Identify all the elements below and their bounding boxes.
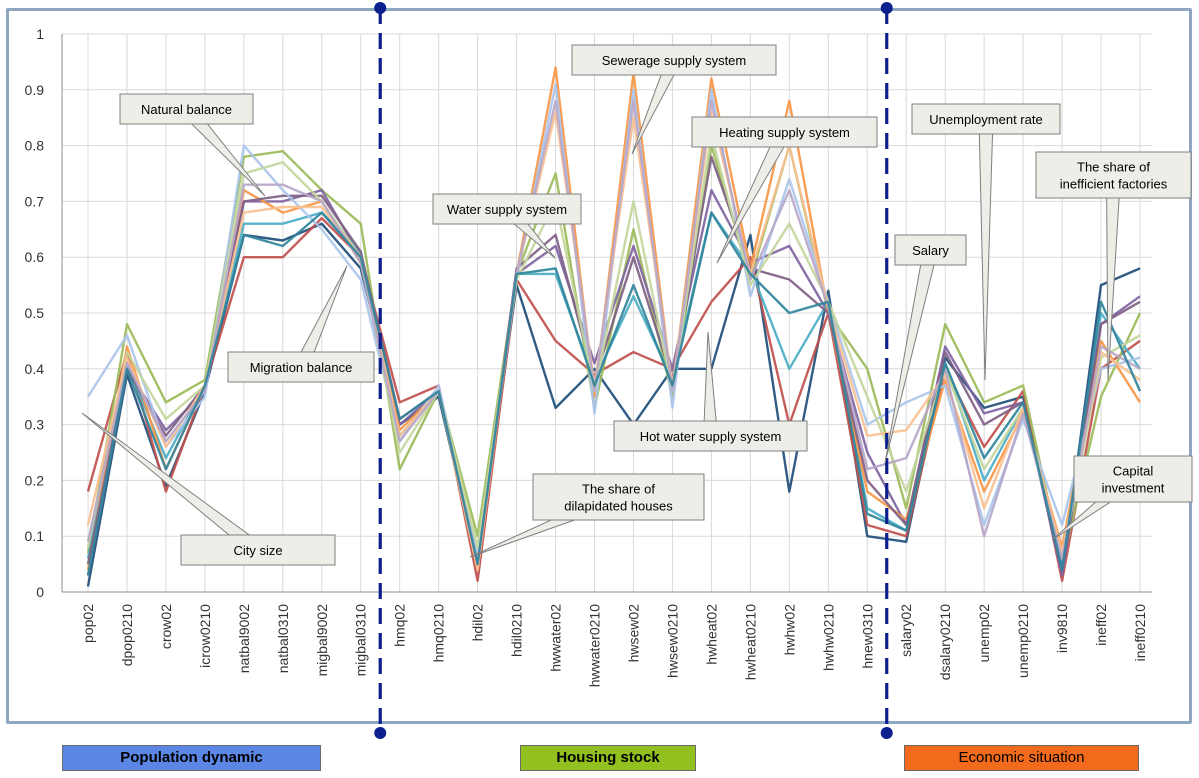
x-tick-label: ineff0210 <box>1132 604 1148 662</box>
tick-layer: 0 0.1 0.2 0.3 0.4 0.5 0.6 0.7 0.8 0.9 1 pop02 dpop02… <box>25 26 1148 687</box>
x-tick-label: pop02 <box>80 604 96 643</box>
callout-box <box>1035 151 1192 199</box>
series-line <box>86 155 1141 571</box>
callout-text: Capital investment <box>1102 464 1165 496</box>
y-tick-label: 0.1 <box>25 528 45 544</box>
x-tick-label: hdil0210 <box>509 604 525 657</box>
callout-box <box>613 420 808 452</box>
callout-box <box>432 193 582 225</box>
callout-text: Hot water supply system <box>640 429 782 444</box>
callout-text: Sewerage supply system <box>602 53 747 68</box>
callout-text: Migration balance <box>250 360 353 375</box>
x-tick-label: hmq0210 <box>431 604 447 663</box>
y-tick-label: 0.5 <box>25 305 45 321</box>
callout-text: Natural balance <box>141 102 232 117</box>
callout-text: The share of inefficient factories <box>1060 160 1168 192</box>
callout-box <box>894 234 967 266</box>
x-tick-label: unemp0210 <box>1015 604 1031 678</box>
callout: Water supply system <box>432 193 582 259</box>
x-tick-label: hwwater0210 <box>587 604 603 687</box>
callout-box <box>180 534 336 566</box>
x-tick-label: icrow0210 <box>197 604 213 668</box>
callout-box <box>532 473 705 521</box>
group-label: Population dynamic <box>62 745 321 771</box>
callout: Unemployment rate <box>911 103 1061 381</box>
callout-text: Unemployment rate <box>929 112 1042 127</box>
y-tick-label: 1 <box>36 26 44 42</box>
callout: City size <box>81 412 336 566</box>
separator-bottom-dot <box>880 727 893 739</box>
x-tick-label: ineff02 <box>1093 604 1109 646</box>
callout: The share of inefficient factories <box>1035 151 1192 381</box>
separator-bottom-dot <box>374 727 387 739</box>
callout-box <box>227 351 375 383</box>
x-tick-label: hwhw02 <box>781 604 797 656</box>
callout-box <box>911 103 1061 135</box>
y-tick-label: 0.8 <box>25 138 45 154</box>
series-line <box>86 211 1142 576</box>
callout: Hot water supply system <box>613 331 808 452</box>
x-tick-label: inv9810 <box>1054 604 1070 653</box>
callout: Natural balance <box>119 93 266 197</box>
y-tick-label: 0.9 <box>25 82 45 98</box>
callout-text: Salary <box>912 243 949 258</box>
callout: The share of dilapidated houses <box>469 473 705 558</box>
x-tick-label: hwwater02 <box>548 604 564 672</box>
x-tick-label: hwsew0210 <box>664 604 680 678</box>
callout-pointer <box>978 118 994 381</box>
x-tick-label: dpop0210 <box>119 604 135 667</box>
x-tick-label: migbal0310 <box>353 604 369 677</box>
callout-box <box>119 93 254 125</box>
callout: Capital investment <box>1051 455 1193 541</box>
callout: Salary <box>884 234 967 464</box>
callout-box <box>691 116 878 148</box>
y-tick-label: 0 <box>36 584 44 600</box>
x-tick-label: salary02 <box>898 604 914 657</box>
group-label: Economic situation <box>904 745 1139 771</box>
series-layer <box>86 66 1142 587</box>
callout: Heating supply system <box>691 116 878 264</box>
y-tick-label: 0.7 <box>25 193 45 209</box>
x-tick-label: hdil02 <box>470 604 486 642</box>
callout-text: The share of dilapidated houses <box>564 482 673 514</box>
y-tick-label: 0.3 <box>25 417 45 433</box>
x-tick-label: dsalary0210 <box>937 604 953 680</box>
series-line <box>86 99 1141 566</box>
y-tick-label: 0.6 <box>25 249 45 265</box>
group-label: Housing stock <box>520 745 696 771</box>
separator-layer <box>374 2 893 739</box>
callout: Sewerage supply system <box>571 44 777 155</box>
y-tick-label: 0.4 <box>25 361 45 377</box>
y-tick-label: 0.2 <box>25 472 45 488</box>
callout-text: City size <box>233 543 282 558</box>
x-tick-label: hnew0310 <box>859 604 875 669</box>
x-tick-label: unemp02 <box>976 604 992 663</box>
callout-layer: Natural balance Migration balance City siz… <box>81 44 1193 566</box>
series-line <box>86 133 1141 560</box>
x-tick-label: natbal9002 <box>236 604 252 674</box>
callout: Migration balance <box>227 265 375 383</box>
callout-box <box>1073 455 1193 503</box>
separator-top-dot <box>374 2 387 14</box>
x-tick-label: hwheat02 <box>703 604 719 665</box>
x-tick-label: hwsew02 <box>625 604 641 663</box>
series-line <box>86 66 1142 571</box>
x-tick-label: hwhw0210 <box>820 604 836 671</box>
x-tick-label: hmq02 <box>392 604 408 647</box>
x-tick-label: natbal0310 <box>275 604 291 674</box>
x-tick-label: hwheat0210 <box>742 604 758 681</box>
callout-box <box>571 44 777 76</box>
x-tick-label: crow02 <box>158 604 174 649</box>
callout-text: Water supply system <box>447 202 567 217</box>
callout-text: Heating supply system <box>719 125 850 140</box>
separator-top-dot <box>880 2 893 14</box>
x-tick-label: migbal9002 <box>314 604 330 677</box>
series-line <box>86 222 1141 587</box>
